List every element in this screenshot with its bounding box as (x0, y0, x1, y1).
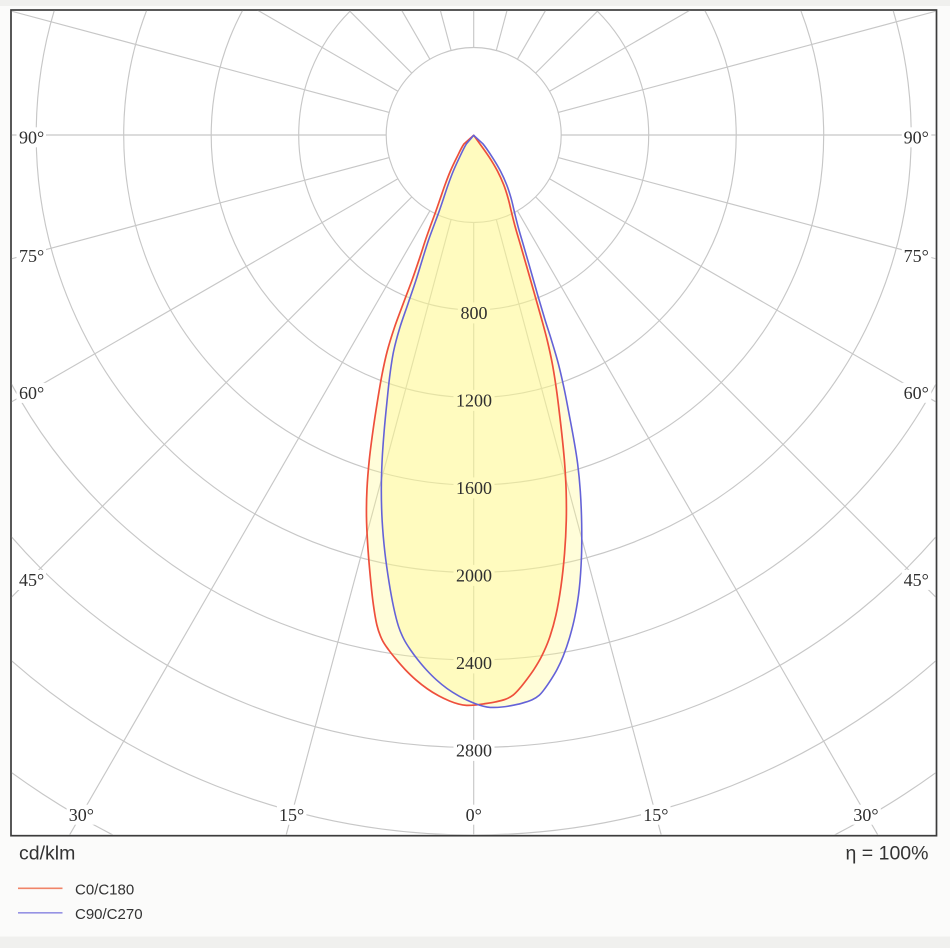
svg-text:60°: 60° (19, 383, 44, 403)
svg-text:90°: 90° (904, 127, 929, 147)
svg-text:15°: 15° (643, 805, 668, 825)
svg-text:800: 800 (461, 303, 488, 323)
svg-text:90°: 90° (19, 127, 44, 147)
svg-text:15°: 15° (279, 805, 304, 825)
svg-text:2400: 2400 (456, 653, 492, 673)
svg-text:C0/C180: C0/C180 (75, 881, 134, 898)
svg-text:1200: 1200 (456, 391, 492, 411)
svg-text:1600: 1600 (456, 478, 492, 498)
svg-text:45°: 45° (904, 570, 929, 590)
svg-text:cd/klm: cd/klm (19, 842, 75, 864)
svg-text:C90/C270: C90/C270 (75, 906, 143, 923)
svg-text:η = 100%: η = 100% (846, 842, 929, 864)
svg-text:30°: 30° (853, 805, 878, 825)
svg-text:45°: 45° (19, 570, 44, 590)
svg-text:75°: 75° (19, 246, 44, 266)
svg-text:75°: 75° (904, 246, 929, 266)
svg-text:0°: 0° (466, 805, 482, 825)
svg-text:2000: 2000 (456, 566, 492, 586)
svg-text:60°: 60° (904, 383, 929, 403)
svg-text:30°: 30° (69, 805, 94, 825)
svg-text:2800: 2800 (456, 741, 492, 761)
